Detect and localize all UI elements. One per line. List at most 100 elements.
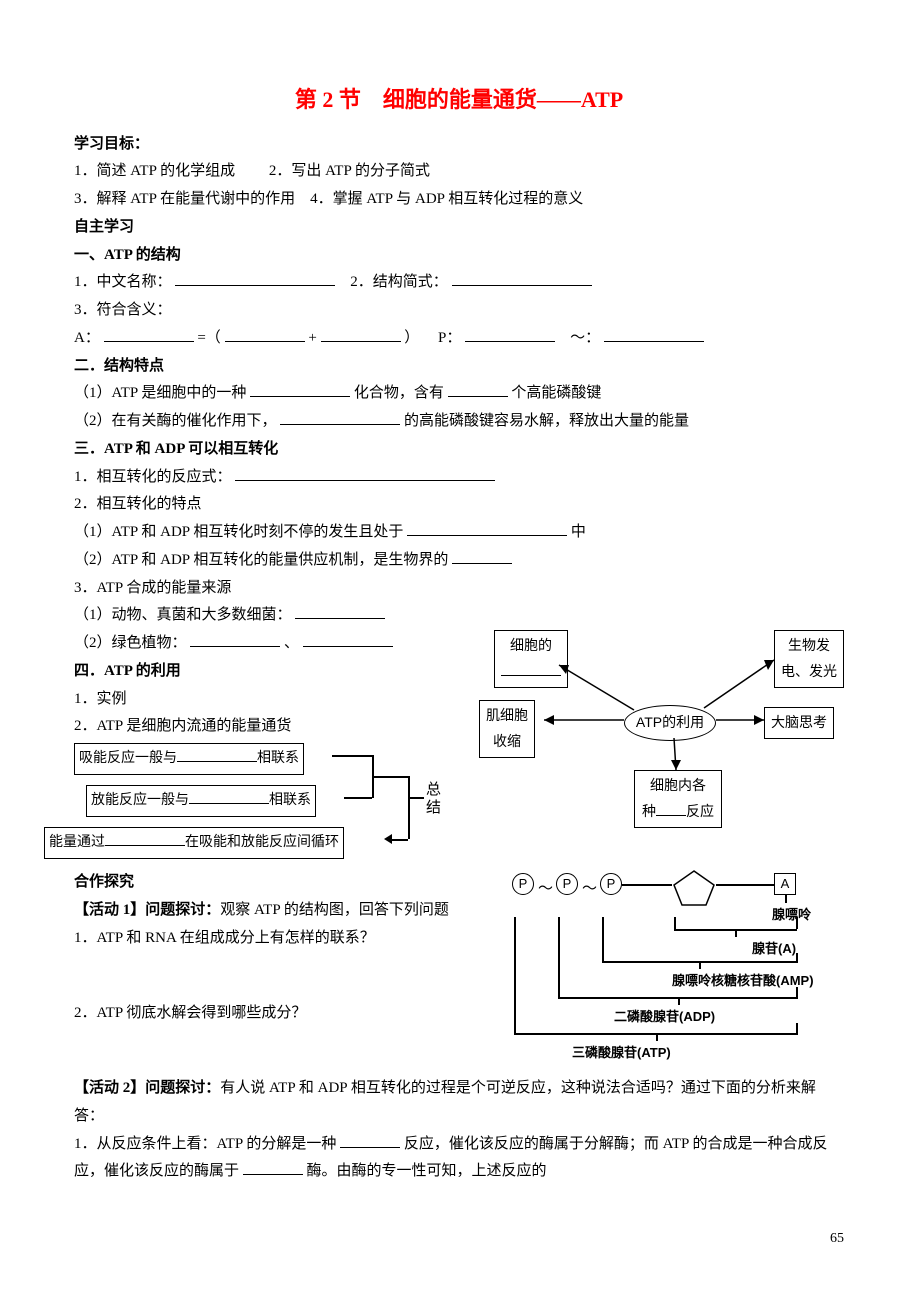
sec3-l3a: （1）动物、真菌和大多数细菌： [74, 607, 292, 623]
sec4-row: （2）绿色植物： 、 四．ATP 的利用 1．实例 2．ATP 是细胞内流通的能… [74, 630, 844, 861]
blank [303, 631, 393, 648]
sec2-l2a: （2）在有关酶的催化作用下， [74, 413, 277, 429]
blank [190, 631, 280, 648]
adp-label: 二磷酸腺苷(ADP) [614, 1005, 715, 1029]
sec3-l2a2: 中 [571, 524, 586, 540]
sec2-l1a: （1）ATP 是细胞中的一种 [74, 385, 246, 401]
act2-q1: 1．从反应条件上看：ATP 的分解是一种 反应，催化该反应的酶属于分解酶；而 A… [74, 1131, 844, 1187]
summary-box-1: 吸能反应一般与 相联系 [74, 743, 304, 775]
ribose-pentagon [672, 869, 716, 907]
conn-line [344, 797, 372, 799]
blank [407, 520, 567, 537]
tilde: ～ [582, 875, 597, 903]
goal-1: 1．简述 ATP 的化学组成 [74, 163, 235, 179]
tilde: ～ [538, 875, 553, 903]
sec3-l2a: （1）ATP 和 ADP 相互转化时刻不停的发生且处于 [74, 524, 403, 540]
sec1-l1b: 2．结构简式： [350, 274, 448, 290]
sec1-l3plus: + [308, 330, 316, 346]
blank [465, 325, 555, 342]
sec2-line2: （2）在有关酶的催化作用下， 的高能磷酸键容易水解，释放出大量的能量 [74, 408, 844, 436]
sec2-l1b: 化合物，含有 [354, 385, 444, 401]
blank [104, 325, 194, 342]
blank [448, 381, 508, 398]
sec1-l3eq: =（ [197, 330, 220, 346]
p-circle: P [512, 873, 534, 895]
blank [177, 747, 257, 762]
coop-heading: 合作探究 [74, 869, 504, 897]
p-circle: P [556, 873, 578, 895]
adenine-box: A [774, 873, 796, 895]
blank [321, 325, 401, 342]
blank [604, 325, 704, 342]
act2-q1c: 酶。由酶的专一性可知，上述反应的 [307, 1163, 547, 1179]
blank [175, 270, 335, 287]
goals-heading: 学习目标： [74, 131, 844, 159]
sec3-line1: 1．相互转化的反应式： [74, 464, 844, 492]
blank [243, 1159, 303, 1176]
summary-box2a: 放能反应一般与 [91, 793, 189, 808]
conn-line [390, 839, 408, 841]
summary-box3b: 在吸能和放能反应间循环 [185, 835, 339, 850]
arrow-icon [384, 834, 392, 844]
sec1-l3p: P： [438, 330, 461, 346]
blank [105, 831, 185, 846]
sec3-l3b: （2）绿色植物： [74, 635, 187, 651]
summary-box2b: 相联系 [269, 793, 311, 808]
sec2-l1c: 个高能磷酸键 [511, 385, 601, 401]
summary-box3a: 能量通过 [49, 835, 105, 850]
sec1-l3tilde: ～： [570, 330, 600, 346]
page-title: 第 2 节 细胞的能量通货——ATP [74, 80, 844, 121]
adenine-label: 腺嘌呤 [772, 903, 811, 927]
act1-q2: 2．ATP 彻底水解会得到哪些成分？ [74, 1000, 504, 1028]
p-circle: P [600, 873, 622, 895]
sec3-line3: 3．ATP 合成的能量来源 [74, 575, 844, 603]
act1-title: 【活动 1】问题探讨：观察 ATP 的结构图，回答下列问题 [74, 897, 504, 925]
act2-title: 【活动 2】问题探讨：有人说 ATP 和 ADP 相互转化的过程是个可逆反应，这… [74, 1075, 844, 1131]
sec3-line3b: （2）绿色植物： 、 [74, 630, 464, 658]
summary-zj2: 结 [426, 799, 441, 817]
summary-diagram: 吸能反应一般与相联系 放能反应一般与相联系 能量通过在吸能和放能反应间循环 总 … [74, 741, 468, 861]
conn-line [408, 797, 424, 799]
blank [340, 1131, 400, 1148]
sec4-heading: 四．ATP 的利用 [74, 658, 464, 686]
blank [225, 325, 305, 342]
blank [452, 270, 592, 287]
summary-box1a: 吸能反应一般与 [79, 751, 177, 766]
self-study-heading: 自主学习 [74, 214, 844, 242]
sec1-l3close: ） [404, 330, 419, 346]
conn-line [372, 776, 408, 778]
sec3-line2: 2．相互转化的特点 [74, 491, 844, 519]
sec4-l2: 2．ATP 是细胞内流通的能量通货 [74, 713, 464, 741]
sec3-heading: 三．ATP 和 ADP 可以相互转化 [74, 436, 844, 464]
summary-box1b: 相联系 [257, 751, 299, 766]
sec3-l2b: （2）ATP 和 ADP 相互转化的能量供应机制，是生物界的 [74, 552, 448, 568]
atp-structure-diagram: P ～ P ～ P A 腺嘌呤 腺苷(A) [504, 869, 839, 1059]
sec3-line3a: （1）动物、真菌和大多数细菌： [74, 602, 844, 630]
amp-label: 腺嘌呤核糖核苷酸(AMP) [672, 969, 814, 993]
sec3-line2b: （2）ATP 和 ADP 相互转化的能量供应机制，是生物界的 [74, 547, 844, 575]
conn-line [408, 776, 410, 839]
sec2-l2b: 的高能磷酸键容易水解，释放出大量的能量 [404, 413, 689, 429]
act1-q1: 1．ATP 和 RNA 在组成成分上有怎样的联系？ [74, 925, 504, 953]
blank [189, 789, 269, 804]
summary-zongji: 总 结 [426, 781, 441, 817]
act2-q1a: 1．从反应条件上看：ATP 的分解是一种 [74, 1136, 336, 1152]
summary-box-2: 放能反应一般与 相联系 [86, 785, 316, 817]
blank [452, 547, 512, 564]
blank [250, 381, 350, 398]
atp-connectors [464, 630, 844, 820]
act1-rest: 观察 ATP 的结构图，回答下列问题 [220, 902, 449, 918]
conn-line [332, 755, 372, 757]
blank [235, 464, 495, 481]
sec2-line1: （1）ATP 是细胞中的一种 化合物，含有 个高能磷酸键 [74, 380, 844, 408]
act1-label: 【活动 1】问题探讨： [74, 902, 220, 918]
goal-2: 2．写出 ATP 的分子简式 [269, 163, 430, 179]
goals-row-1: 1．简述 ATP 的化学组成 2．写出 ATP 的分子简式 [74, 158, 844, 186]
sec1-l1a: 1．中文名称： [74, 274, 172, 290]
act2-label: 【活动 2】问题探讨： [74, 1080, 220, 1096]
sec1-heading: 一、ATP 的结构 [74, 242, 844, 270]
atp-label: 三磷酸腺苷(ATP) [572, 1041, 671, 1065]
summary-zj1: 总 [426, 781, 441, 799]
sec3-l1: 1．相互转化的反应式： [74, 469, 232, 485]
sec1-line2: 3．符合含义： [74, 297, 844, 325]
